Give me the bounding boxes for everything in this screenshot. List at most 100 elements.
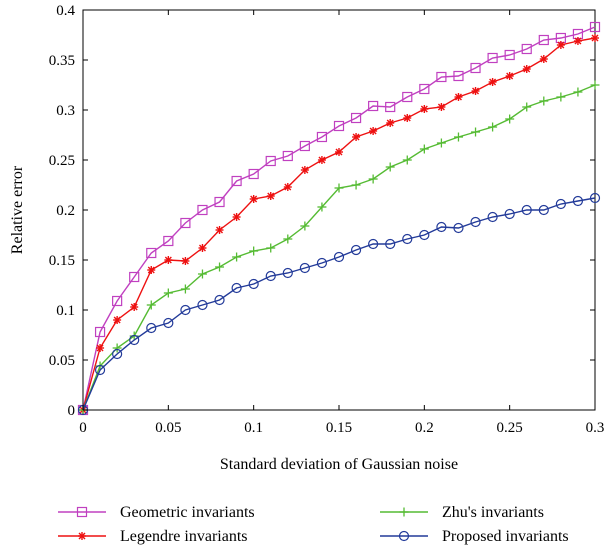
data-point — [454, 93, 463, 101]
x-tick-label: 0.1 — [244, 420, 263, 436]
data-point — [590, 80, 600, 90]
y-tick-label: 0.15 — [49, 253, 75, 269]
series-zhu-s-invariants — [78, 80, 600, 415]
data-point — [180, 217, 191, 229]
data-point — [231, 282, 242, 294]
data-point — [368, 174, 378, 184]
data-point — [232, 252, 242, 262]
y-tick-label: 0.4 — [56, 3, 75, 19]
y-tick-label: 0.2 — [56, 203, 75, 219]
series-legendre-invariants — [79, 34, 599, 414]
data-point — [249, 195, 258, 203]
data-point — [505, 72, 514, 80]
data-point — [419, 83, 430, 95]
data-point — [333, 120, 345, 132]
legend-item: Legendre invariants — [58, 528, 248, 545]
data-point — [231, 175, 242, 187]
data-point — [299, 140, 310, 152]
data-point — [283, 234, 293, 244]
x-tick-label: 0.15 — [326, 420, 352, 436]
data-point — [453, 132, 463, 142]
data-point — [436, 221, 447, 233]
legend-marker — [398, 530, 410, 542]
data-point — [368, 238, 379, 250]
legend-item: Zhu's invariants — [380, 504, 544, 521]
series-line — [82, 197, 596, 411]
data-point — [539, 55, 548, 63]
data-point — [316, 257, 328, 269]
y-axis: 0 0.05 0.1 0.15 0.2 0.25 0.3 0.35 0.4 — [49, 3, 595, 419]
y-tick-label: 0.1 — [56, 303, 75, 319]
data-point — [266, 243, 276, 253]
data-point — [146, 322, 157, 334]
data-point — [538, 204, 549, 216]
legend-label: Legendre invariants — [120, 528, 248, 545]
data-point — [163, 317, 174, 329]
legend-label: Zhu's invariants — [442, 504, 544, 521]
data-point — [316, 131, 328, 143]
data-point — [521, 43, 532, 55]
data-point — [402, 155, 412, 165]
data-point — [385, 162, 395, 172]
data-point — [589, 21, 601, 33]
data-point — [214, 294, 225, 306]
data-point — [197, 269, 207, 279]
data-point — [265, 270, 276, 282]
y-tick-label: 0.3 — [56, 103, 75, 119]
data-point — [470, 62, 481, 74]
data-point — [351, 180, 361, 190]
y-tick-label: 0 — [68, 403, 76, 419]
legend: Geometric invariants Zhu's invariants Lege… — [58, 504, 569, 545]
y-tick-label: 0.25 — [49, 153, 75, 169]
data-point — [333, 251, 345, 263]
legend-item: Proposed invariants — [380, 528, 569, 545]
data-point — [368, 100, 379, 112]
data-point — [112, 295, 123, 307]
data-point — [163, 288, 173, 298]
data-point — [94, 326, 106, 338]
data-point — [369, 127, 378, 135]
data-point — [147, 266, 156, 274]
data-point — [232, 213, 241, 221]
legend-label: Proposed invariants — [442, 528, 569, 545]
data-point — [488, 122, 498, 132]
data-point — [556, 41, 565, 49]
legend-marker — [399, 507, 409, 517]
data-point — [181, 257, 190, 265]
x-axis-title: Standard deviation of Gaussian noise — [220, 456, 458, 473]
data-point — [113, 316, 122, 324]
data-point — [403, 114, 412, 122]
data-point — [249, 246, 259, 256]
data-point — [555, 198, 566, 210]
data-point — [488, 78, 497, 86]
data-point — [350, 112, 362, 124]
data-point — [300, 166, 309, 174]
data-point — [385, 238, 396, 250]
data-point — [282, 150, 293, 162]
x-axis: 0 0.05 0.1 0.15 0.2 0.25 0.3 — [79, 10, 604, 436]
data-point — [299, 262, 310, 274]
data-point — [215, 226, 224, 234]
data-point — [402, 233, 413, 245]
data-point — [504, 208, 515, 220]
data-point — [522, 102, 532, 112]
data-point — [96, 344, 105, 352]
data-point — [420, 105, 429, 113]
data-point — [436, 71, 447, 83]
data-point — [352, 133, 361, 141]
data-point — [163, 235, 174, 247]
data-point — [265, 155, 276, 167]
data-point — [180, 304, 191, 316]
series-line — [82, 26, 596, 411]
data-point — [197, 204, 208, 216]
legend-label: Geometric invariants — [120, 504, 255, 521]
data-point — [94, 364, 106, 376]
data-point — [248, 278, 259, 290]
plot-area — [77, 9, 601, 416]
data-point — [573, 37, 582, 45]
data-point — [112, 343, 122, 353]
data-point — [350, 244, 362, 256]
series-line — [82, 37, 596, 411]
data-point — [317, 202, 327, 212]
